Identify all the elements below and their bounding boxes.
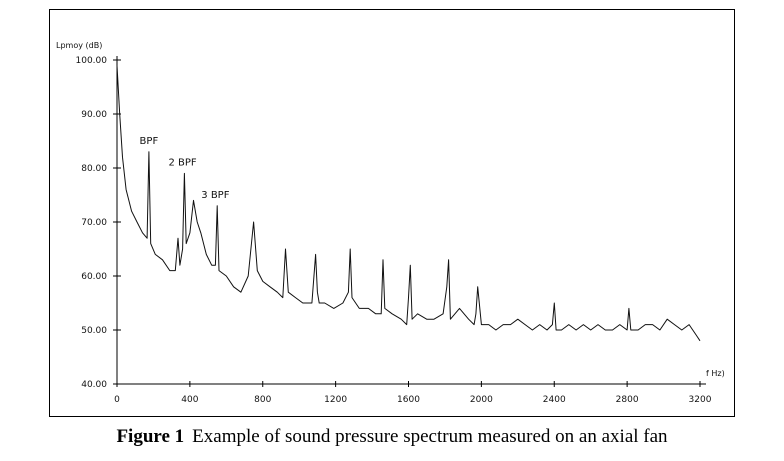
axes: [116, 56, 706, 385]
x-axis-label: f Hz): [706, 369, 725, 378]
x-tick-label: 1200: [324, 395, 347, 405]
figure-number: Figure 1: [116, 426, 185, 447]
annotations: BPF 2 BPF 3 BPF: [140, 136, 230, 201]
spectrum-line: [116, 65, 701, 342]
peak-annotation: BPF: [140, 136, 159, 147]
y-tick-label: 70.00: [81, 218, 107, 228]
peak-annotation: 2 BPF: [168, 157, 196, 168]
y-tick-label: 90.00: [81, 110, 107, 120]
y-tick-label: 60.00: [81, 272, 107, 282]
x-tick-label: 1600: [397, 395, 420, 405]
y-tick-label: 80.00: [81, 164, 107, 174]
x-tick-label: 2800: [616, 395, 639, 405]
x-tick-label: 3200: [689, 395, 712, 405]
y-tick-label: 100.00: [76, 56, 108, 66]
x-tick-label: 400: [181, 395, 198, 405]
series-layer: [116, 65, 701, 342]
x-tick-label: 2000: [470, 395, 493, 405]
figure-frame: Lpmoy (dB) f Hz) 40.00 50.00 60.00 70.00 80.…: [49, 9, 735, 417]
y-tick-label: 40.00: [81, 380, 107, 390]
x-tick-label: 800: [254, 395, 271, 405]
y-axis-label: Lpmoy (dB): [56, 41, 102, 50]
figure-caption: Figure 1 Example of sound pressure spectr…: [0, 426, 784, 448]
x-tick-label: 0: [114, 395, 120, 405]
peak-annotation: 3 BPF: [201, 190, 229, 201]
x-tick-label: 2400: [543, 395, 566, 405]
spectrum-chart: Lpmoy (dB) f Hz) 40.00 50.00 60.00 70.00 80.…: [56, 41, 725, 405]
tick-marks: 40.00 50.00 60.00 70.00 80.00 90.00 100.00 0 400…: [76, 56, 712, 405]
y-tick-label: 50.00: [81, 326, 107, 336]
figure-caption-text: Example of sound pressure spectrum measu…: [192, 426, 668, 447]
